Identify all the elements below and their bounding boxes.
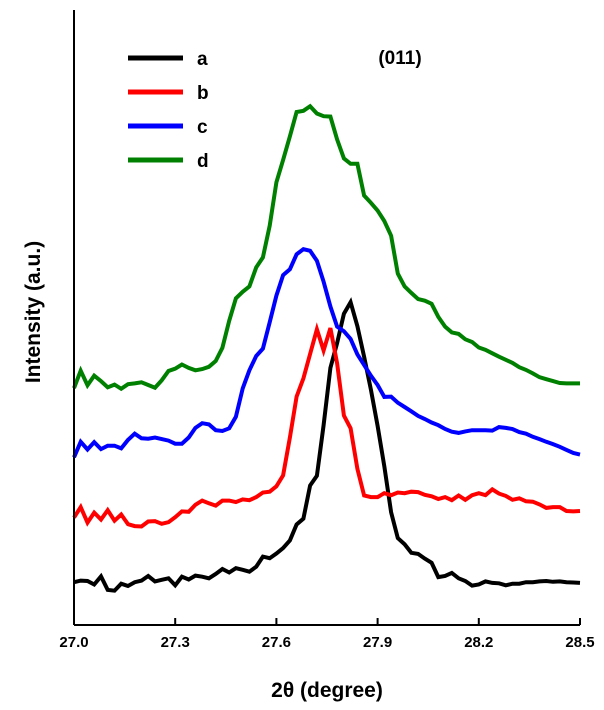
series-layer — [72, 103, 581, 593]
peak-annotation: (011) — [378, 48, 421, 69]
legend-label-d: d — [197, 151, 209, 172]
legend-label-a: a — [197, 49, 208, 70]
y-axis-title: Intensity (a.u.) — [22, 241, 45, 383]
x-tick-label: 27.3 — [161, 634, 190, 651]
x-axis-title: 2θ (degree) — [271, 679, 383, 702]
x-tick-label: 27.6 — [262, 634, 291, 651]
series-line-d — [72, 103, 580, 392]
x-tick-label: 27.0 — [59, 634, 88, 651]
x-tick-label: 28.2 — [464, 634, 493, 651]
legend-label-b: b — [197, 83, 209, 104]
series-line-b — [72, 322, 581, 529]
x-tick-label: 28.5 — [565, 634, 594, 651]
axes-layer — [73, 10, 580, 626]
series-line-c — [72, 247, 581, 459]
series-line-a — [73, 297, 581, 593]
x-tick-label: 27.9 — [363, 634, 392, 651]
legend-label-c: c — [197, 117, 208, 138]
x-ticks: 27.0 27.3 27.6 27.9 28.2 28.5 — [59, 618, 595, 651]
